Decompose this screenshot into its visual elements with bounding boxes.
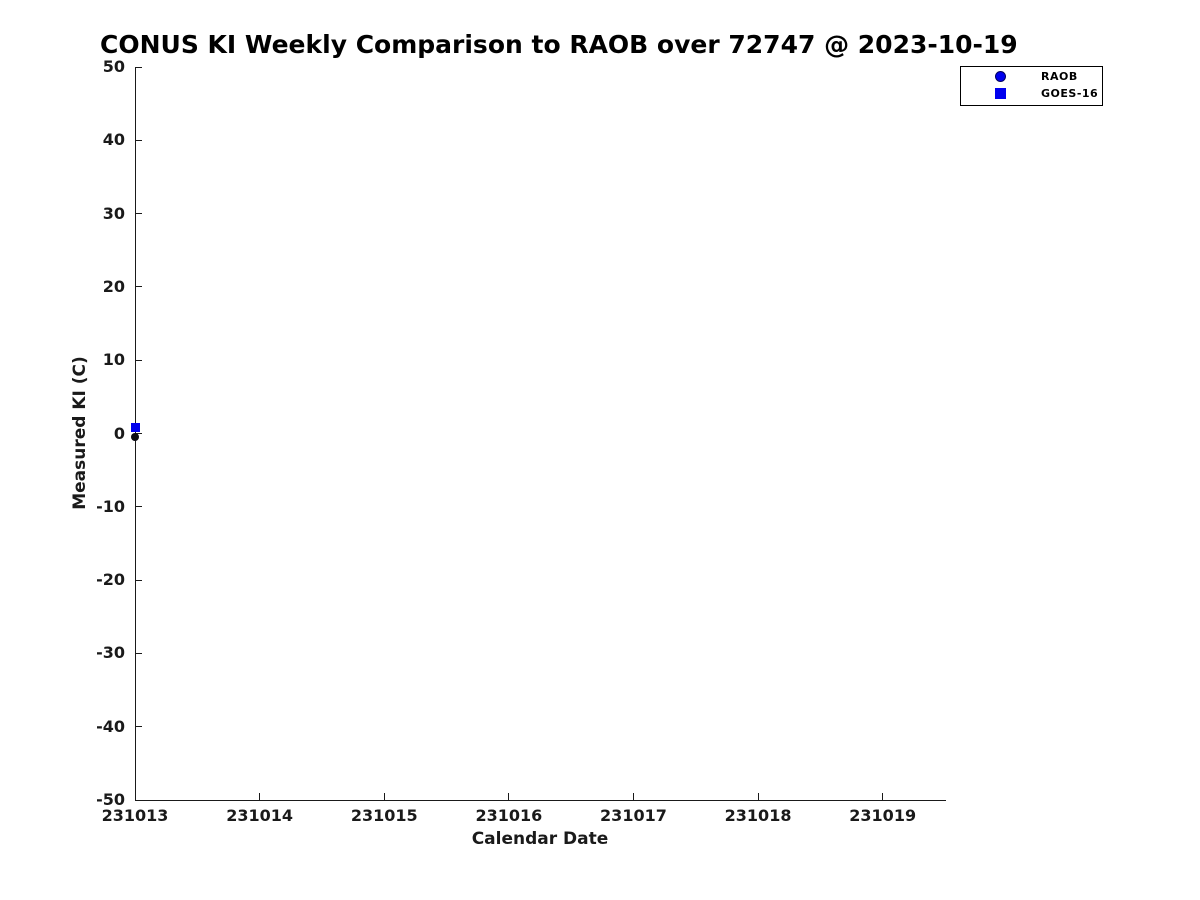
x-tick-mark <box>632 793 634 800</box>
legend-label-goes16: GOES-16 <box>1041 87 1099 100</box>
x-tick-mark <box>508 793 510 800</box>
x-tick-label: 231015 <box>350 806 418 825</box>
y-tick-label: 50 <box>102 57 125 76</box>
x-axis-label: Calendar Date <box>471 829 609 849</box>
y-tick-label: -10 <box>96 496 125 516</box>
y-tick-mark <box>135 66 142 68</box>
y-tick-label: -50 <box>96 790 125 809</box>
y-tick-label: -30 <box>96 643 125 663</box>
x-tick-mark <box>259 793 261 800</box>
y-tick-mark <box>135 799 142 801</box>
y-tick-label: 30 <box>102 203 125 223</box>
y-tick-mark <box>135 139 142 141</box>
x-tick-label: 231017 <box>600 806 667 825</box>
y-tick-label: 0 <box>113 423 125 443</box>
chart-title: CONUS KI Weekly Comparison to RAOB over … <box>100 30 1018 59</box>
y-tick-mark <box>135 506 142 508</box>
y-tick-mark <box>135 579 142 581</box>
y-tick-label: 40 <box>102 130 125 150</box>
y-tick-mark <box>135 652 142 654</box>
goes16-square-icon <box>995 88 1006 99</box>
raob-circle-icon <box>995 71 1006 82</box>
x-tick-mark <box>757 793 759 800</box>
y-tick-mark <box>135 359 142 361</box>
y-tick-label: 10 <box>102 350 125 370</box>
y-tick-label: -20 <box>96 570 125 590</box>
data-point-raob <box>131 433 139 442</box>
y-tick-mark <box>135 433 142 434</box>
legend: RAOB GOES-16 <box>960 66 1103 106</box>
x-tick-mark <box>383 793 385 800</box>
x-tick-mark <box>134 793 136 800</box>
y-tick-label: 20 <box>102 276 125 296</box>
x-tick-label: 231018 <box>724 806 792 825</box>
y-tick-mark <box>135 726 142 728</box>
x-tick-mark <box>882 793 884 800</box>
x-tick-label: 231019 <box>849 806 917 825</box>
data-point-goes-16 <box>130 423 140 433</box>
plot-area <box>135 67 946 801</box>
x-tick-label: 231014 <box>226 806 293 825</box>
x-tick-label: 231016 <box>475 806 543 825</box>
legend-label-raob: RAOB <box>1041 70 1078 83</box>
y-tick-mark <box>135 213 142 215</box>
y-tick-mark <box>135 286 142 288</box>
x-tick-label: 231013 <box>101 806 169 825</box>
y-tick-label: -40 <box>96 716 125 736</box>
